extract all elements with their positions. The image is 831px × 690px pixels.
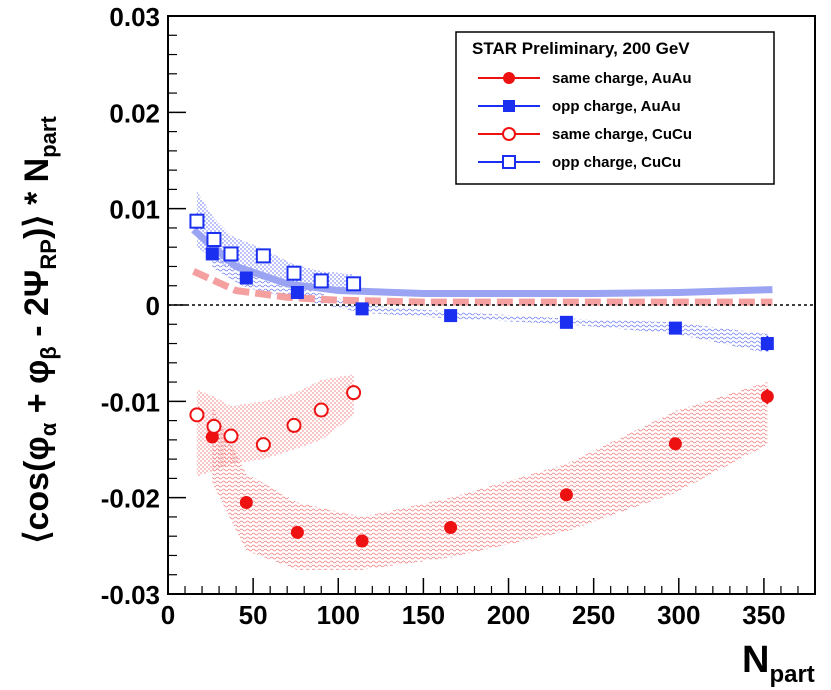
systematic-band xyxy=(212,382,768,570)
x-tick-label: 350 xyxy=(742,600,785,630)
data-point xyxy=(255,248,271,264)
data-point xyxy=(668,437,682,451)
y-tick-label: -0.02 xyxy=(101,484,160,514)
systematic-band xyxy=(212,242,768,354)
x-tick-label: 100 xyxy=(317,600,360,630)
data-point xyxy=(668,321,682,335)
legend-marker xyxy=(503,100,515,112)
data-point xyxy=(444,309,458,323)
y-tick-label: -0.03 xyxy=(101,580,160,610)
legend-entry-label: opp charge, CuCu xyxy=(552,154,681,171)
data-point xyxy=(189,407,205,423)
data-point xyxy=(286,417,302,433)
data-point xyxy=(355,302,369,316)
systematic-band xyxy=(196,374,354,477)
data-point xyxy=(239,495,253,509)
legend-marker xyxy=(503,72,515,84)
data-point xyxy=(206,231,222,247)
data-point xyxy=(223,246,239,262)
data-point xyxy=(559,488,573,502)
legend-marker xyxy=(502,127,516,141)
data-point xyxy=(205,247,219,261)
legend-marker xyxy=(502,155,516,169)
data-point xyxy=(189,213,205,229)
data-point xyxy=(313,402,329,418)
systematic-bands xyxy=(196,191,768,570)
y-tick-label: 0.02 xyxy=(109,98,160,128)
x-tick-label: 250 xyxy=(572,600,615,630)
x-tick-label: 50 xyxy=(239,600,268,630)
axis-ticks: 0 50 100 150 200 250 300 350 -0.03 -0.02 -0.01 0 0.0… xyxy=(101,2,799,630)
x-tick-label: 0 xyxy=(161,600,175,630)
data-point xyxy=(290,285,304,299)
model-curve xyxy=(192,268,773,306)
data-point xyxy=(255,437,271,453)
y-tick-label: 0 xyxy=(146,291,160,321)
data-points xyxy=(189,213,774,548)
data-point xyxy=(355,534,369,548)
data-point xyxy=(205,430,219,444)
data-point xyxy=(559,315,573,329)
y-tick-label: 0.01 xyxy=(109,195,160,225)
y-tick-label: -0.01 xyxy=(101,387,160,417)
legend-entry-label: same charge, CuCu xyxy=(552,126,692,143)
data-point xyxy=(290,525,304,539)
data-point xyxy=(286,265,302,281)
legend-title: STAR Preliminary, 200 GeV xyxy=(472,39,690,58)
x-tick-label: 200 xyxy=(487,600,530,630)
data-point xyxy=(760,390,774,404)
y-tick-label: 0.03 xyxy=(109,2,160,32)
data-point xyxy=(313,273,329,289)
legend: STAR Preliminary, 200 GeV same charge, A… xyxy=(455,31,775,185)
data-point xyxy=(223,428,239,444)
data-point xyxy=(444,521,458,535)
x-tick-label: 150 xyxy=(402,600,445,630)
data-point xyxy=(239,271,253,285)
model-curve xyxy=(191,227,773,297)
x-tick-label: 300 xyxy=(657,600,700,630)
data-point xyxy=(206,418,222,434)
data-point xyxy=(346,276,362,292)
legend-entry-label: opp charge, AuAu xyxy=(552,98,681,115)
x-axis-label: Npart xyxy=(742,639,815,688)
data-point xyxy=(346,385,362,401)
model-curves xyxy=(191,227,773,306)
data-point xyxy=(760,337,774,351)
legend-entry-label: same charge, AuAu xyxy=(552,70,692,87)
y-axis-label: ⟨cos(φα + φβ - 2ΨRP)⟩ * Npart xyxy=(18,116,61,544)
